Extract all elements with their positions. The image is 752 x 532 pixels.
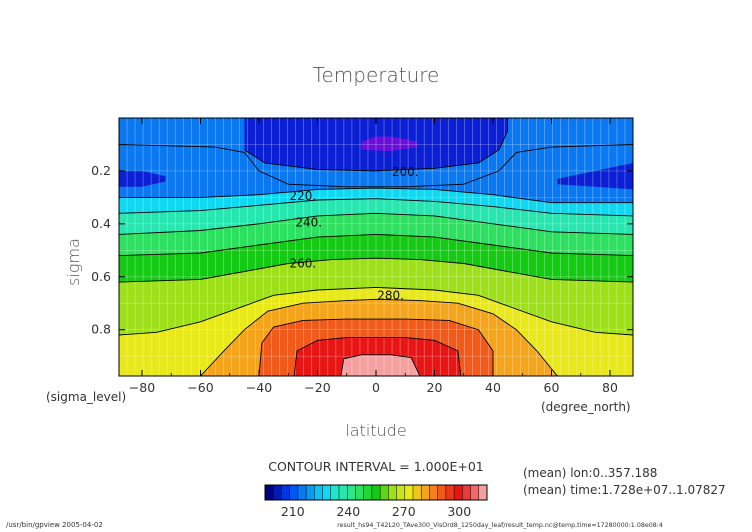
contour-labels: 200. 220. 240. 260. 280. [290,165,419,302]
mean-lon-annotation: (mean) lon:0..357.188 [523,466,657,480]
colorbar-swatch [388,485,397,500]
contour-240 [119,212,633,235]
colorbar-swatch [273,485,282,500]
contour-label: 280. [377,288,404,302]
colorbar-swatch [363,485,373,500]
colorbar-tick-label: 240 [336,504,360,519]
contour-230 [119,198,633,217]
level-fill-200-210-side-1 [557,163,633,190]
colorbar-swatch [355,485,364,500]
contour-290 [258,318,494,376]
colorbar-swatch [306,485,315,500]
contour-label: 240. [295,215,322,229]
chart-title: Temperature [313,63,440,87]
colorbar-tick-label: 300 [447,504,471,519]
colorbar-swatch [429,485,438,500]
x-tick-label: 40 [485,380,501,395]
y-axis-label: sigma [64,238,83,286]
x-dim-label: (degree_north) [541,400,631,414]
contour-270 [119,286,633,336]
colorbar-swatch [462,485,471,500]
y-dim-label: (sigma_level) [46,390,126,404]
x-tick-label: −40 [246,380,272,395]
colorbar-swatch [297,485,307,500]
colorbar-swatch [347,485,356,500]
contour-lines [119,118,633,376]
axes: −80 −60 −40 −20 0 20 40 60 80 0.2 0.4 0.6 0.8 [91,117,634,395]
colorbar-swatch [314,485,323,500]
x-tick-label: 0 [372,380,380,395]
x-axis-label: latitude [345,421,406,440]
x-tick-label: 60 [544,380,560,395]
mean-time-annotation: (mean) time:1.728e+07..1.07827 [523,483,726,497]
contour-280 [200,298,558,376]
colorbar-swatch [265,485,274,500]
contour-label: 220. [290,189,317,203]
colorbar-swatch [396,485,406,500]
contour-300 [293,337,462,376]
colorbar-swatch [470,485,480,500]
contour-250 [119,233,633,257]
colorbar-swatch [404,485,414,500]
y-tick-label: 0.6 [91,269,111,284]
footer-right: result_hs94_T42L20_TAve300_VisOrd8_1250d… [337,521,663,529]
colorbar-swatch [330,485,340,500]
contour-label: 260. [290,257,317,271]
contour-200 [244,118,509,172]
colorbar-swatch [478,485,488,500]
contour-210 [119,144,633,188]
colorbar-swatch [289,485,299,500]
footer-left: /usr/bin/gpview 2005-04-02 [6,521,103,529]
level-fill-310-320 [340,354,420,376]
contour-260 [119,257,633,283]
contour-interval-text: CONTOUR INTERVAL = 1.000E+01 [268,459,484,474]
colorbar-swatch [380,485,389,500]
y-tick-label: 0.4 [91,216,111,231]
x-tick-label: −60 [187,380,213,395]
y-tick-label: 0.8 [91,322,111,337]
x-tick-label: −80 [129,380,155,395]
contour-220 [119,187,633,204]
plot-area [119,118,633,376]
y-tick-label: 0.2 [91,163,111,178]
x-tick-label: 80 [602,380,618,395]
colorbar-tick-label: 270 [392,504,416,519]
contour-310 [340,354,421,376]
level-fill-200-210-side-0 [119,170,166,187]
colorbar-tick-label: 210 [281,504,305,519]
colorbar-swatch [413,485,422,500]
colorbar-swatch [322,485,332,500]
colorbar-swatch [281,485,290,500]
colorbar-swatch [445,485,455,500]
level-fill-190-200 [361,136,417,152]
colorbar-swatch [421,485,430,500]
colorbar: 210 240 270 300 [264,484,488,519]
colorbar-swatch [371,485,381,500]
colorbar-swatch [454,485,463,500]
contour-label: 200. [392,165,419,179]
x-tick-label: 20 [427,380,443,395]
colorbar-swatch [437,485,447,500]
x-tick-label: −20 [304,380,330,395]
colorbar-frame [264,484,488,501]
colorbar-swatch [339,485,348,500]
